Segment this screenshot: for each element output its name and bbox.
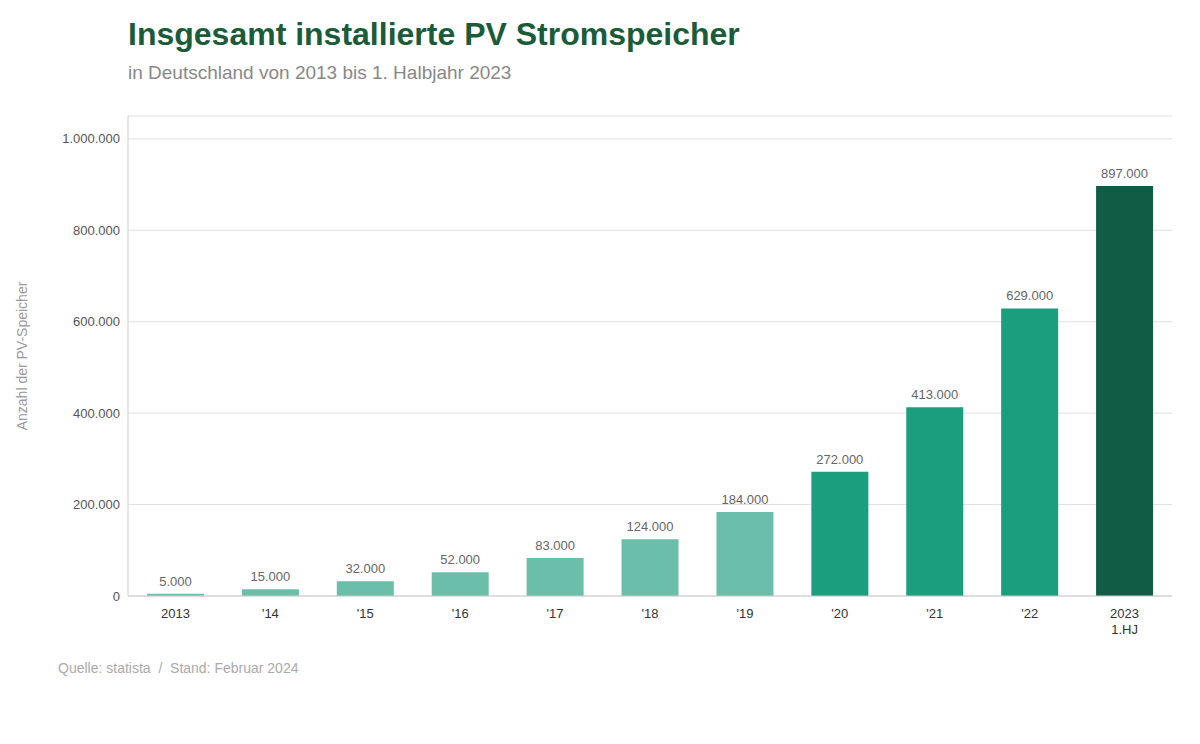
svg-text:'17: '17 — [547, 606, 564, 621]
html-text:Quelle: statista / Stand: Febr: Quelle: statista / Stand: Februar 2024 — [58, 660, 299, 676]
svg-text:897.000: 897.000 — [1101, 166, 1148, 181]
svg-text:32.000: 32.000 — [345, 561, 385, 576]
svg-text:124.000: 124.000 — [627, 519, 674, 534]
svg-text:'16: '16 — [452, 606, 469, 621]
svg-text:'18: '18 — [642, 606, 659, 621]
svg-text:'19: '19 — [736, 606, 753, 621]
svg-text:83.000: 83.000 — [535, 538, 575, 553]
svg-text:272.000: 272.000 — [816, 452, 863, 467]
html-text:Insgesamt installierte PV Stro: Insgesamt installierte PV Stromspeicher — [128, 16, 740, 52]
svg-text:629.000: 629.000 — [1006, 288, 1053, 303]
svg-text:600.000: 600.000 — [73, 314, 120, 329]
svg-text:200.000: 200.000 — [73, 497, 120, 512]
svg-text:800.000: 800.000 — [73, 223, 120, 238]
svg-text:184.000: 184.000 — [721, 492, 768, 507]
svg-text:1.000.000: 1.000.000 — [62, 131, 120, 146]
svg-text:'15: '15 — [357, 606, 374, 621]
svg-text:'21: '21 — [926, 606, 943, 621]
svg-text:20231.HJ: 20231.HJ — [1110, 606, 1139, 637]
svg-text:'22: '22 — [1021, 606, 1038, 621]
html-text:in Deutschland von 2013 bis 1.: in Deutschland von 2013 bis 1. Halbjahr … — [128, 62, 512, 83]
svg-text:5.000: 5.000 — [159, 574, 192, 589]
svg-text:Anzahl der PV-Speicher: Anzahl der PV-Speicher — [14, 281, 30, 430]
svg-text:'14: '14 — [262, 606, 279, 621]
svg-text:400.000: 400.000 — [73, 406, 120, 421]
svg-text:52.000: 52.000 — [440, 552, 480, 567]
svg-text:2013: 2013 — [161, 606, 190, 621]
svg-text:15.000: 15.000 — [251, 569, 291, 584]
svg-text:413.000: 413.000 — [911, 387, 958, 402]
svg-text:0: 0 — [113, 589, 120, 604]
svg-text:'20: '20 — [831, 606, 848, 621]
